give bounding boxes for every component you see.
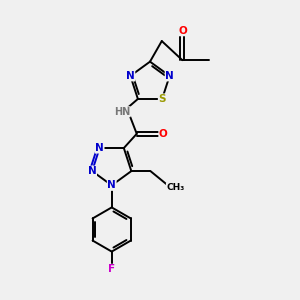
Text: N: N — [107, 180, 116, 190]
Text: O: O — [159, 129, 168, 139]
Text: N: N — [95, 143, 104, 153]
Text: HN: HN — [114, 107, 130, 117]
Text: F: F — [108, 264, 115, 274]
Text: O: O — [178, 26, 187, 36]
Text: N: N — [126, 71, 135, 81]
Text: N: N — [165, 71, 174, 81]
Text: CH₃: CH₃ — [167, 183, 184, 192]
Text: N: N — [88, 166, 97, 176]
Text: S: S — [158, 94, 166, 104]
